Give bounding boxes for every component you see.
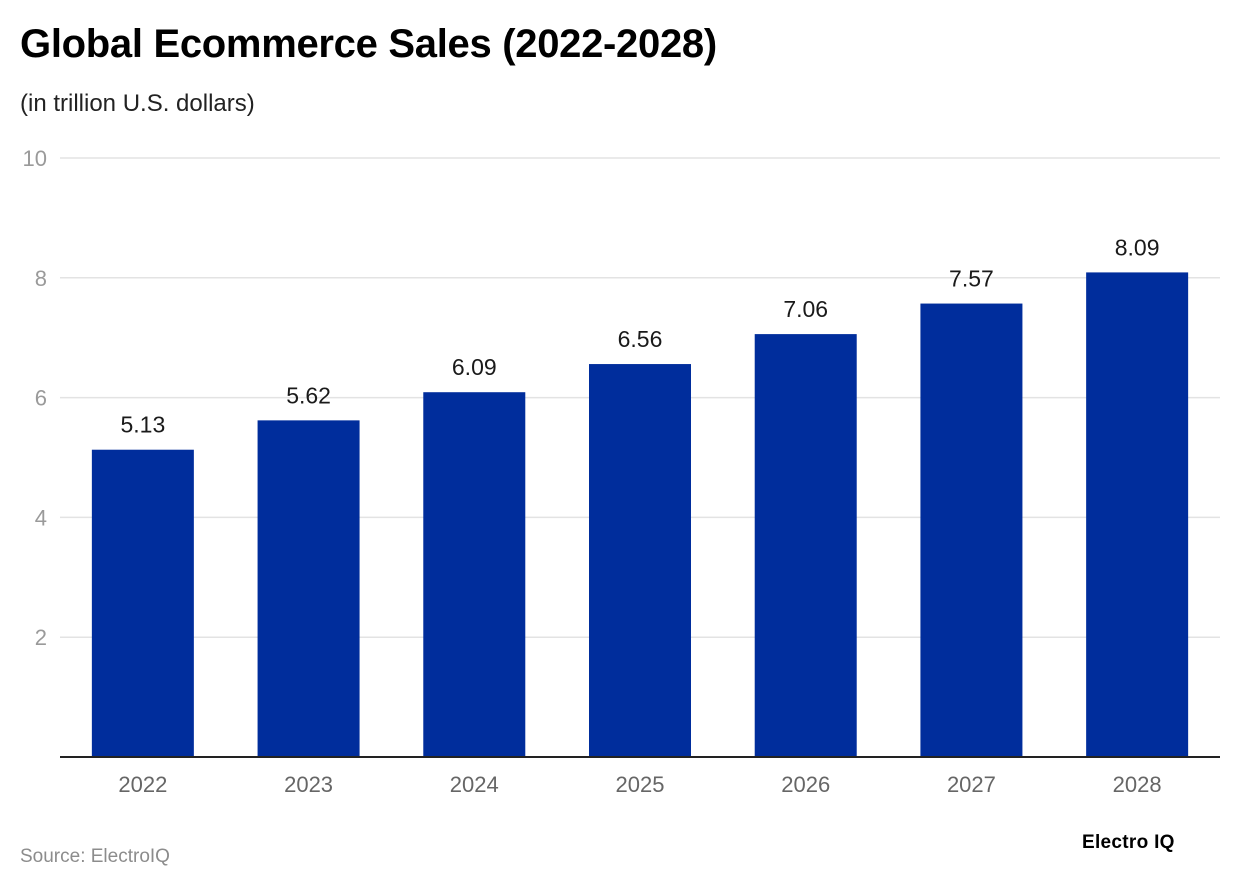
data-label: 6.09 xyxy=(452,354,497,380)
x-tick-label: 2026 xyxy=(781,772,830,797)
data-label: 5.13 xyxy=(120,412,165,438)
bar xyxy=(1086,272,1189,757)
bars xyxy=(91,272,1189,757)
x-tick-label: 2024 xyxy=(450,772,499,797)
bar xyxy=(754,334,857,757)
y-tick-label: 8 xyxy=(35,266,47,291)
x-tick-label: 2023 xyxy=(284,772,333,797)
bar xyxy=(257,420,360,757)
y-axis-ticks: 2 4 6 8 10 xyxy=(23,146,47,650)
data-label: 5.62 xyxy=(286,382,331,408)
y-tick-label: 2 xyxy=(35,625,47,650)
source-note: Source: ElectroIQ xyxy=(20,846,170,867)
brand-logo: Electro IQ xyxy=(1082,832,1175,853)
data-label: 6.56 xyxy=(618,326,663,352)
y-tick-label: 6 xyxy=(35,386,47,411)
x-tick-label: 2025 xyxy=(616,772,665,797)
chart-subtitle: (in trillion U.S. dollars) xyxy=(20,90,255,117)
data-label: 8.09 xyxy=(1115,234,1160,260)
data-label: 7.06 xyxy=(783,296,828,322)
y-tick-label: 10 xyxy=(23,146,47,171)
x-tick-label: 2027 xyxy=(947,772,996,797)
bar xyxy=(91,449,194,757)
bar xyxy=(423,392,526,757)
bar xyxy=(589,364,691,757)
x-tick-label: 2028 xyxy=(1113,772,1162,797)
data-label: 7.57 xyxy=(949,266,994,292)
x-axis-ticks: 2022 2023 2024 2025 2026 2027 2028 xyxy=(118,772,1161,797)
data-labels: 5.13 5.62 6.09 6.56 7.06 7.57 8.09 xyxy=(120,234,1159,437)
chart-title: Global Ecommerce Sales (2022-2028) xyxy=(20,22,717,66)
x-tick-label: 2022 xyxy=(118,772,167,797)
y-tick-label: 4 xyxy=(35,505,47,530)
bar xyxy=(920,303,1023,757)
